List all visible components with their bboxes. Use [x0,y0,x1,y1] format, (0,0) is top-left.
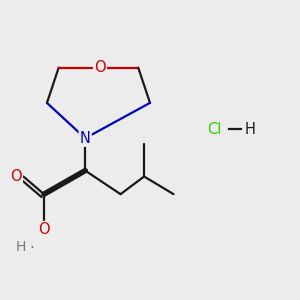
Text: ·: · [29,241,34,256]
Text: H: H [245,122,256,137]
Text: H: H [15,240,26,254]
Text: O: O [10,169,22,184]
Text: O: O [94,60,106,75]
Text: N: N [80,131,91,146]
Text: Cl: Cl [208,122,222,137]
Text: O: O [38,222,50,237]
